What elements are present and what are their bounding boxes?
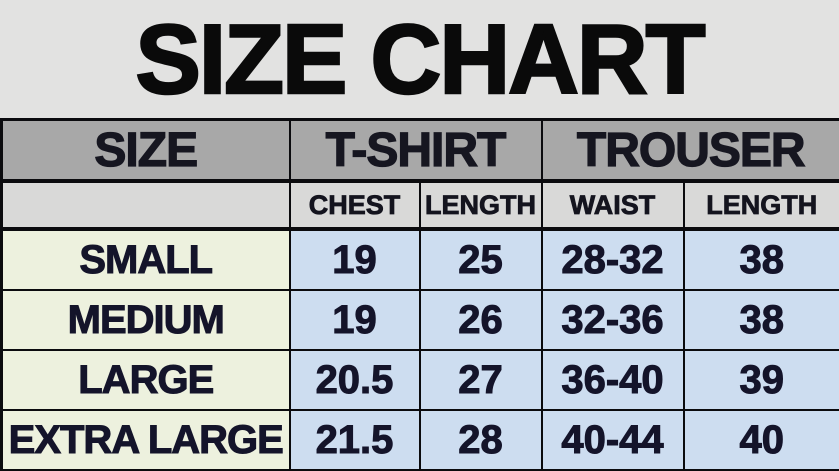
table-row-extra-large: EXTRA LARGE 21.5 28 40-44 40 <box>0 409 839 471</box>
trouser-length-value-cell: 39 <box>682 349 839 411</box>
tshirt-length-value-cell: 27 <box>418 349 543 411</box>
subheader-chest: CHEST <box>288 180 421 231</box>
waist-value-cell: 28-32 <box>540 228 685 291</box>
trouser-length-value-cell: 40 <box>682 409 839 471</box>
waist-value-cell: 32-36 <box>540 289 685 351</box>
subheader-tshirt-length: LENGTH <box>418 180 543 231</box>
chest-value-cell: 20.5 <box>288 349 421 411</box>
header-row: SIZE T-SHIRT TROUSER <box>0 118 839 183</box>
size-name-cell: EXTRA LARGE <box>0 409 291 471</box>
tshirt-length-value-cell: 26 <box>418 289 543 351</box>
subheader-waist: WAIST <box>540 180 685 231</box>
trouser-length-value-cell: 38 <box>682 228 839 291</box>
waist-value-cell: 36-40 <box>540 349 685 411</box>
col-header-trouser: TROUSER <box>540 118 839 183</box>
size-name-cell: MEDIUM <box>0 289 291 351</box>
table-row-large: LARGE 20.5 27 36-40 39 <box>0 349 839 411</box>
table-row-small: SMALL 19 25 28-32 38 <box>0 228 839 291</box>
size-name-cell: SMALL <box>0 228 291 291</box>
tshirt-length-value-cell: 28 <box>418 409 543 471</box>
subheader-row: CHEST LENGTH WAIST LENGTH <box>0 180 839 231</box>
trouser-length-value-cell: 38 <box>682 289 839 351</box>
size-name-cell: LARGE <box>0 349 291 411</box>
page-title: SIZE CHART <box>134 4 707 114</box>
subheader-empty-cell <box>0 180 291 231</box>
chest-value-cell: 19 <box>288 228 421 291</box>
size-chart-table: SIZE T-SHIRT TROUSER CHEST LENGTH WAIST … <box>0 118 839 471</box>
col-header-size: SIZE <box>0 118 291 183</box>
waist-value-cell: 40-44 <box>540 409 685 471</box>
subheader-trouser-length: LENGTH <box>682 180 839 231</box>
chest-value-cell: 19 <box>288 289 421 351</box>
col-header-tshirt: T-SHIRT <box>288 118 543 183</box>
chest-value-cell: 21.5 <box>288 409 421 471</box>
table-row-medium: MEDIUM 19 26 32-36 38 <box>0 289 839 351</box>
tshirt-length-value-cell: 25 <box>418 228 543 291</box>
